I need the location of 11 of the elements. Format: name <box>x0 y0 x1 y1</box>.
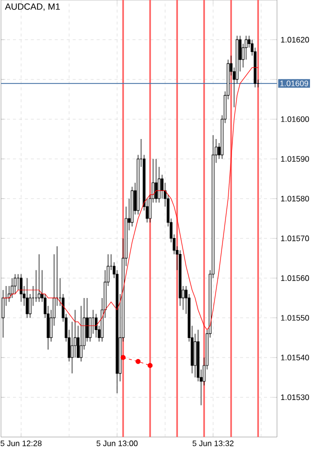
candlestick <box>2 290 4 338</box>
candlestick <box>38 254 40 302</box>
candlestick <box>94 314 98 338</box>
candlestick <box>26 278 28 318</box>
candlestick <box>10 278 14 298</box>
candlestick <box>86 298 88 342</box>
candlestick <box>20 274 22 302</box>
chart-title: AUDCAD, M1 <box>4 3 60 11</box>
candlestick <box>14 274 16 294</box>
candlestick <box>154 158 158 203</box>
candlestick <box>194 333 196 378</box>
